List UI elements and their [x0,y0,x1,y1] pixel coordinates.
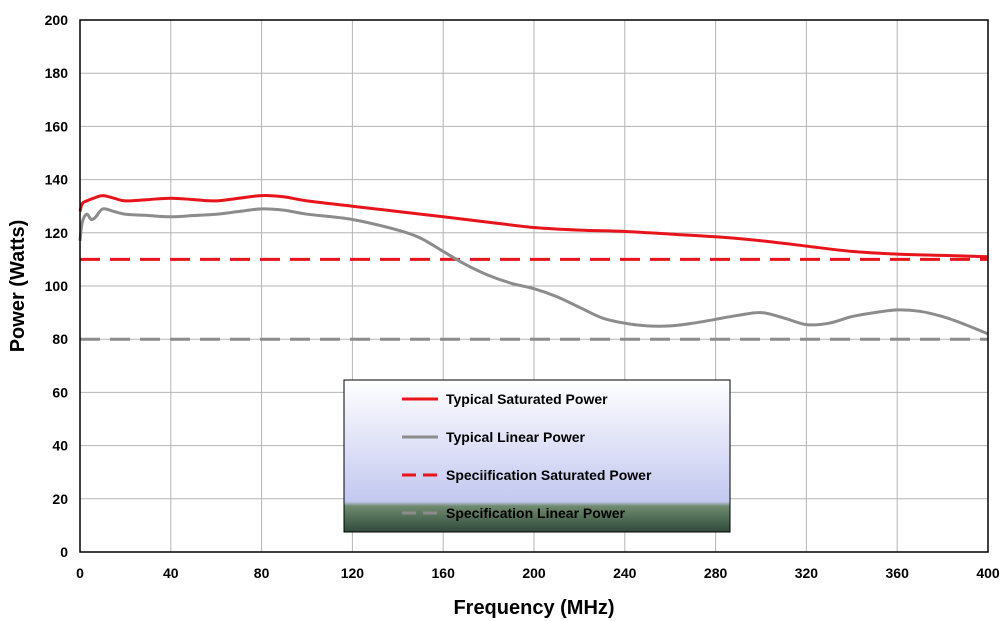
x-axis-title: Frequency (MHz) [453,597,614,619]
x-tick-label: 160 [432,565,456,581]
x-tick-label: 200 [522,565,546,581]
y-tick-label: 100 [45,278,69,294]
y-tick-label: 180 [45,65,69,81]
x-tick-label: 240 [613,565,637,581]
legend-label-4: Specification Linear Power [446,505,625,521]
series-lines [78,194,989,341]
x-tick-label: 80 [254,565,270,581]
x-tick-label: 280 [704,565,728,581]
legend-box [343,379,731,533]
x-tick-labels: 0 40 80 120 160 200 240 280 320 360 400 [76,565,1000,581]
series-line-2 [78,207,989,336]
y-tick-label: 40 [52,438,68,454]
y-tick-label: 80 [52,331,68,347]
x-tick-label: 360 [886,565,910,581]
x-tick-label: 0 [76,565,84,581]
y-tick-label: 200 [45,12,69,28]
x-tick-label: 320 [795,565,819,581]
y-tick-labels: 0 20 40 60 80 100 120 140 160 180 200 [45,12,69,560]
y-tick-label: 140 [45,172,69,188]
y-tick-label: 0 [60,544,68,560]
legend-label-3: Speciification Saturated Power [446,467,652,483]
series-line-1 [78,194,989,259]
legend: Typical Saturated Power Typical Linear Po… [343,379,731,533]
x-tick-label: 120 [341,565,365,581]
plot-area-border [79,19,989,553]
legend-label-1: Typical Saturated Power [446,391,608,407]
x-tick-label: 400 [976,565,1000,581]
legend-label-2: Typical Linear Power [446,429,586,445]
y-tick-label: 60 [52,384,68,400]
y-tick-label: 20 [52,491,68,507]
y-tick-label: 160 [45,118,69,134]
y-tick-label: 120 [45,225,69,241]
y-axis-title: Power (Watts) [7,220,29,353]
x-tick-label: 40 [163,565,179,581]
